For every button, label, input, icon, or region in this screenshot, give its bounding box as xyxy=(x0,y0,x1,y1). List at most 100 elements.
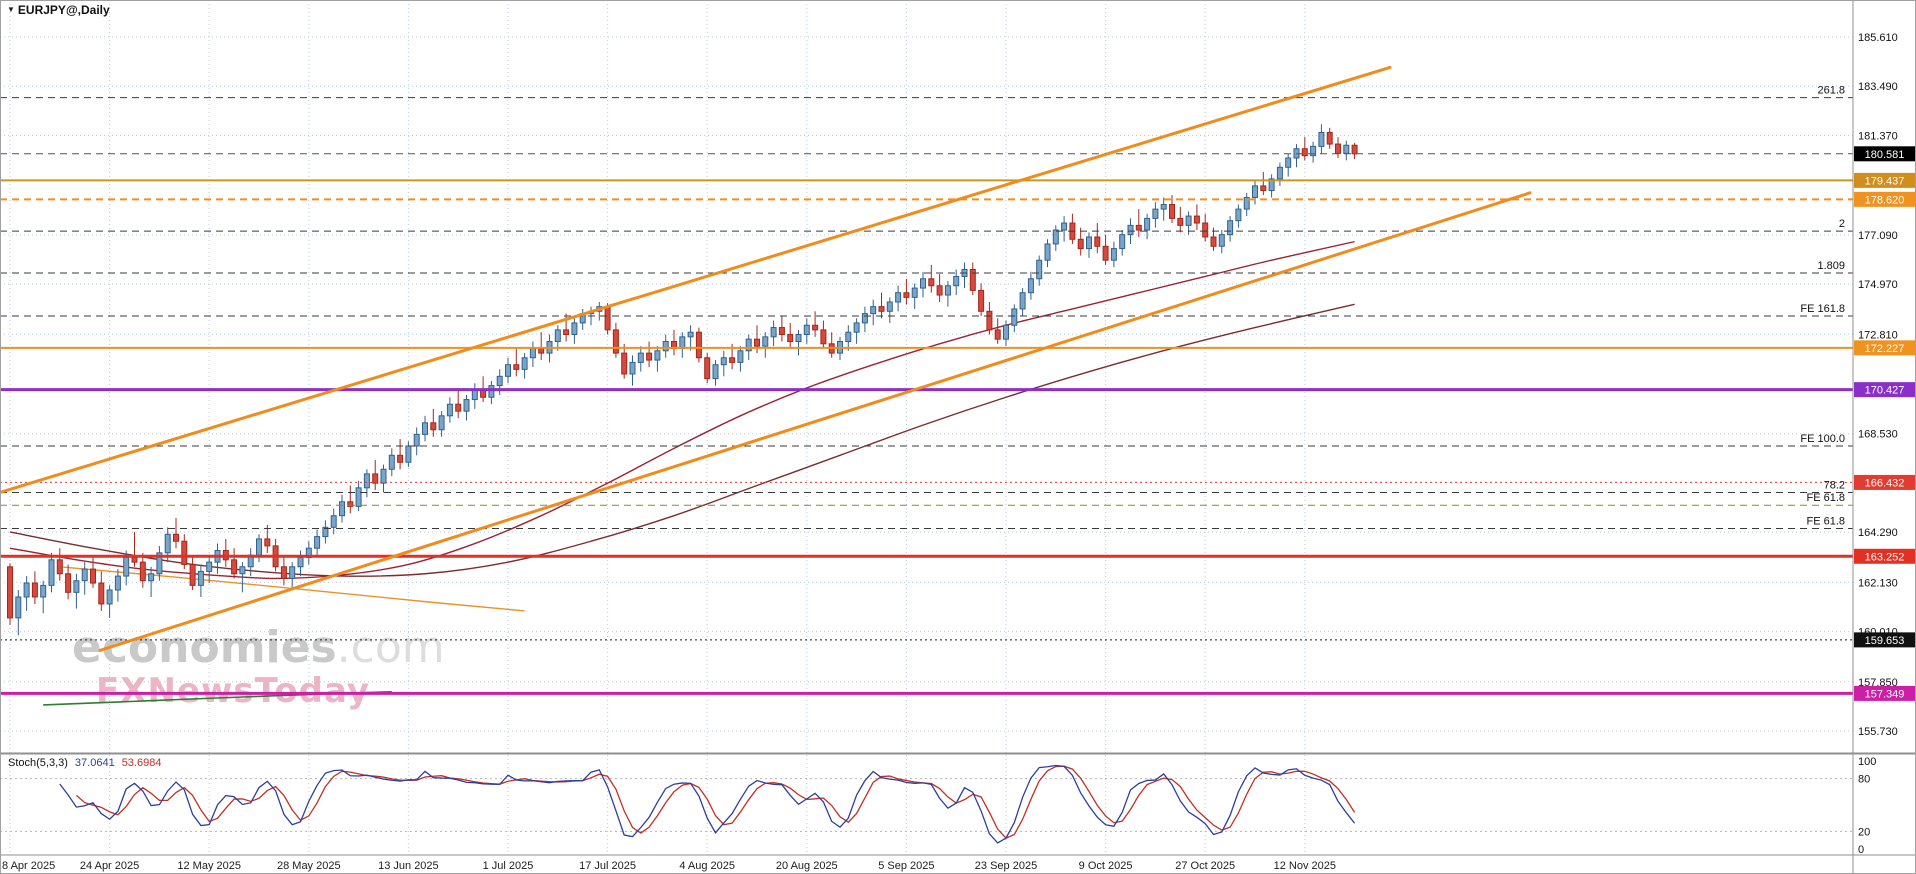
date-label: 23 Sep 2025 xyxy=(975,860,1037,872)
ma-fast-maroon xyxy=(9,240,1355,580)
candle-body xyxy=(73,580,80,593)
candle-body xyxy=(878,306,885,312)
candle-body xyxy=(1144,217,1151,231)
candle-body xyxy=(820,329,827,345)
candle-body xyxy=(505,364,511,377)
price-tag-text: 170.427 xyxy=(1865,385,1905,397)
candle-body xyxy=(629,361,636,375)
price-axis-label: 172.810 xyxy=(1858,329,1898,341)
price-tag-text: 157.349 xyxy=(1865,688,1905,700)
candle-body xyxy=(40,584,47,598)
level-label: FE 100.0 xyxy=(1800,433,1845,445)
candle-body xyxy=(704,357,711,380)
price-tag xyxy=(1854,548,1915,564)
level-label: 261.8 xyxy=(1817,85,1845,97)
price-tag-text: 163.252 xyxy=(1865,551,1905,563)
candle-body xyxy=(388,454,395,470)
candle-body xyxy=(322,526,329,538)
candle-body xyxy=(48,559,55,586)
candle-body xyxy=(621,352,628,375)
price-tag xyxy=(1854,382,1915,398)
candle-body xyxy=(969,268,976,291)
chart-plot-area[interactable] xyxy=(0,0,1853,753)
candles-layer xyxy=(7,124,1358,636)
candle-body xyxy=(339,501,345,517)
price-axis-label: 157.850 xyxy=(1858,677,1898,689)
candle-body xyxy=(239,566,246,575)
candle-body xyxy=(1119,234,1126,250)
candle-body xyxy=(1152,208,1159,219)
candle-body xyxy=(173,533,179,542)
chart-title-text: EURJPY@,Daily xyxy=(17,3,110,17)
candle-body xyxy=(106,589,113,605)
candle-body xyxy=(90,568,96,584)
candle-body xyxy=(911,287,918,298)
candle-body xyxy=(662,340,669,352)
candle-body xyxy=(314,536,321,549)
level-label: 1.809 xyxy=(1817,260,1845,272)
candle-body xyxy=(148,573,155,582)
candle-body xyxy=(1044,243,1051,261)
price-tag-text: 178.620 xyxy=(1865,194,1905,206)
candle-body xyxy=(1135,224,1142,231)
candle-body xyxy=(654,350,661,361)
candle-body xyxy=(1326,131,1333,145)
time-axis-layer: 8 Apr 2025 24 Apr 2025 12 May 2025 28 May 2… xyxy=(2,860,1336,872)
date-label: 8 Apr 2025 xyxy=(2,860,55,872)
candle-body xyxy=(363,473,370,489)
candle-body xyxy=(571,322,578,336)
date-label: 20 Aug 2025 xyxy=(776,860,838,872)
time-axis[interactable] xyxy=(0,856,1853,874)
candle-body xyxy=(737,350,744,363)
price-tag xyxy=(1854,632,1915,648)
candle-body xyxy=(197,570,204,586)
candle-body xyxy=(31,582,38,598)
symbol-dropdown-icon[interactable]: ▼ xyxy=(7,5,15,14)
candle-body xyxy=(496,375,503,387)
candle-body xyxy=(164,533,171,554)
candle-body xyxy=(231,559,238,575)
candle-body xyxy=(895,292,902,303)
candle-body xyxy=(1177,217,1184,226)
candle-body xyxy=(280,566,287,579)
price-tag xyxy=(1854,146,1915,162)
candle-body xyxy=(754,338,760,347)
candle-body xyxy=(1127,224,1134,236)
candle-body xyxy=(422,422,428,435)
candle-body xyxy=(745,338,752,352)
candle-body xyxy=(380,468,387,484)
candle-body xyxy=(936,285,943,296)
date-label: 17 Jul 2025 xyxy=(579,860,636,872)
candle-body xyxy=(1061,222,1068,231)
stoch-plot-area[interactable] xyxy=(0,755,1853,853)
stoch-d-value: 53.6984 xyxy=(121,757,162,769)
candle-body xyxy=(455,403,462,412)
price-tag-text: 159.653 xyxy=(1865,635,1905,647)
watermark-brand: economies xyxy=(72,622,337,673)
candle-body xyxy=(886,301,893,312)
watermark-brand-text: economies.com xyxy=(72,622,445,673)
candle-body xyxy=(347,501,354,507)
price-axis-label: 164.290 xyxy=(1858,527,1898,539)
candle-body xyxy=(206,561,213,572)
candle-body xyxy=(181,540,188,565)
candle-body xyxy=(65,573,72,593)
candle-body xyxy=(189,563,196,586)
price-axis[interactable] xyxy=(1853,0,1916,753)
candle-body xyxy=(139,561,146,582)
candle-body xyxy=(1185,215,1192,226)
candle-body xyxy=(513,364,520,370)
candle-body xyxy=(397,454,404,463)
candle-body xyxy=(712,364,719,380)
candle-body xyxy=(1086,236,1092,250)
stoch-scale-label: 80 xyxy=(1858,774,1870,786)
candle-body xyxy=(264,538,271,547)
candle-body xyxy=(637,352,644,363)
candle-body xyxy=(1252,185,1258,198)
level-labels-layer: 261.821.809FE 161.8FE 100.078.2FE 61.8FE… xyxy=(1800,85,1845,528)
candle-body xyxy=(695,331,702,359)
candle-body xyxy=(646,352,653,361)
candle-body xyxy=(81,568,88,582)
candle-body xyxy=(1218,234,1225,247)
